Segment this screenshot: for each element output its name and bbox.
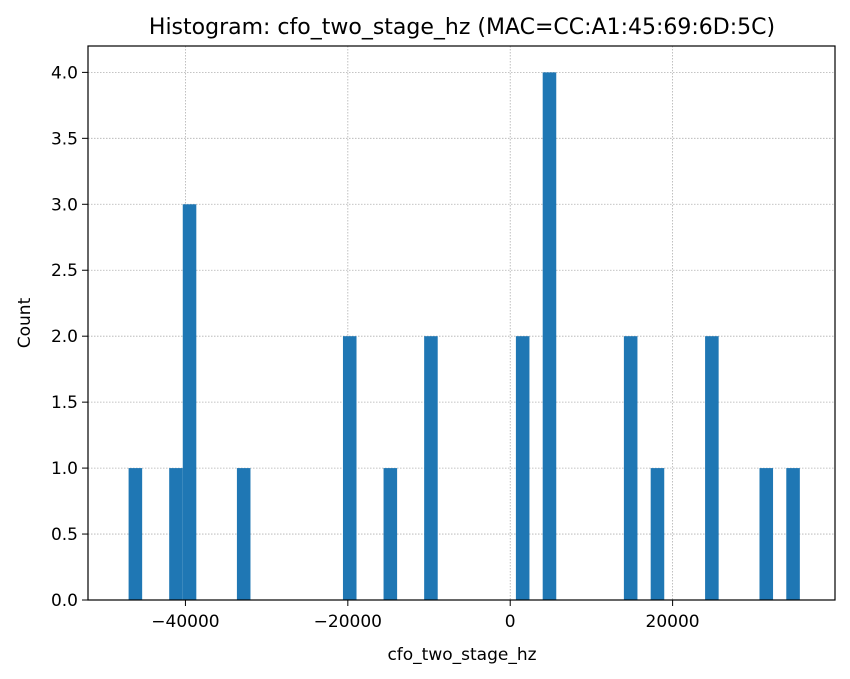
- histogram-bar: [169, 468, 183, 600]
- x-axis-ticks: −40000 −20000 0 20000: [151, 600, 700, 632]
- y-tick-label: 4.0: [51, 63, 78, 83]
- y-tick-label: 3.5: [51, 129, 78, 149]
- y-tick-label: 2.5: [51, 261, 78, 281]
- histogram-bar: [236, 468, 251, 600]
- plot-area: [88, 46, 835, 600]
- x-tick-label: −40000: [151, 612, 219, 632]
- axes-frame: [87, 45, 836, 601]
- histogram-bar: [705, 336, 719, 600]
- histogram-bar: [383, 468, 398, 600]
- y-tick-label: 2.0: [51, 327, 78, 347]
- histogram-bar: [182, 204, 197, 601]
- histogram-bar: [542, 72, 557, 600]
- histogram-bar: [424, 336, 438, 600]
- histogram-bar: [650, 468, 665, 600]
- histogram-bar: [623, 336, 638, 600]
- chart-title: Histogram: cfo_two_stage_hz (MAC=CC:A1:4…: [149, 15, 775, 40]
- y-tick-label: 0.0: [51, 591, 78, 611]
- x-tick-label: 0: [505, 612, 516, 632]
- histogram-bar: [515, 336, 530, 600]
- y-tick-label: 1.5: [51, 393, 78, 413]
- histogram-bar: [342, 336, 357, 600]
- y-tick-label: 0.5: [51, 525, 78, 545]
- x-axis-label: cfo_two_stage_hz: [387, 645, 536, 665]
- y-tick-label: 3.0: [51, 195, 78, 215]
- histogram-bar: [786, 468, 800, 600]
- x-tick-label: −20000: [314, 612, 382, 632]
- histogram-bar: [128, 468, 143, 600]
- y-axis-label: Count: [15, 297, 35, 348]
- histogram-bars: [128, 72, 800, 601]
- y-axis-ticks: 0.0 0.5 1.0 1.5 2.0 2.5 3.0 3.5 4.0: [51, 63, 88, 611]
- histogram-bar: [759, 468, 774, 600]
- x-tick-label: 20000: [646, 612, 700, 632]
- y-tick-label: 1.0: [51, 459, 78, 479]
